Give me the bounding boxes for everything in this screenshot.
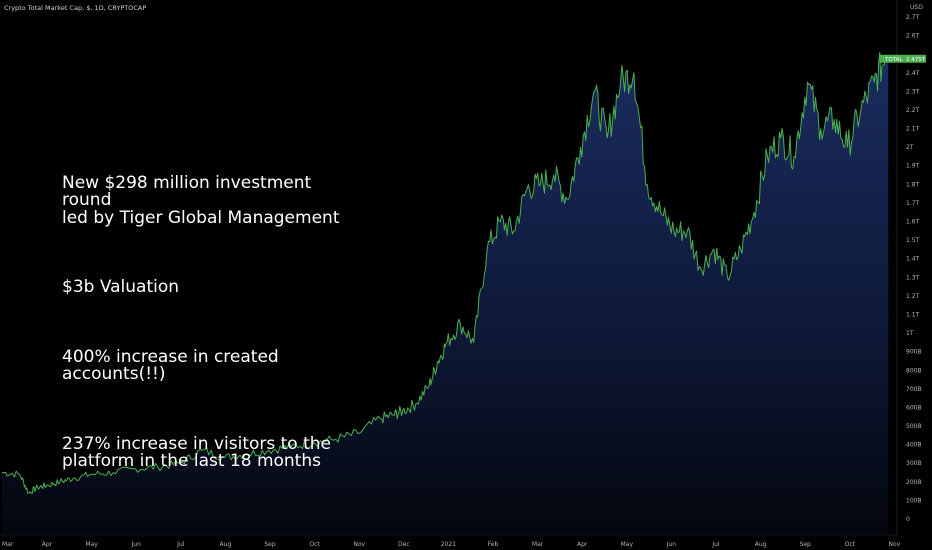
annotation-investment: New $298 million investment round led by… (62, 172, 340, 228)
y-tick-label: 100B (906, 497, 922, 504)
y-tick-label: 700B (906, 386, 922, 393)
chart-title: Crypto Total Market Cap, $, 1D, CRYPTOCA… (4, 4, 146, 12)
area-fill-layer (2, 52, 889, 536)
x-tick-label: Sep (264, 541, 276, 548)
x-tick-label: Nov (353, 541, 365, 548)
x-tick-label: Jun (666, 541, 677, 548)
y-tick-label: 900B (906, 349, 922, 356)
y-tick-label: 1T (906, 330, 914, 337)
series-line[interactable] (1, 51, 889, 495)
annotation-text-block: New $298 million investment round led by… (62, 157, 362, 488)
y-tick-label: 2.7T (906, 14, 920, 21)
y-axis-ticks[interactable]: 0 100B 200B 300B 400B 500B 600B 700B 800B 900B 1T 1… (906, 14, 922, 523)
y-tick-label: 1.9T (906, 163, 920, 170)
y-tick-label: 1.5T (906, 237, 920, 244)
y-tick-label: 1.7T (906, 200, 920, 207)
y-tick-label: 200B (906, 479, 922, 486)
last-price-badge-bg (880, 54, 926, 63)
y-tick-label: 1.3T (906, 274, 920, 281)
series-line-layer (1, 51, 889, 495)
x-tick-label: Apr (42, 541, 53, 548)
y-tick-label: 2T (906, 144, 914, 151)
x-tick-label: Jun (131, 541, 142, 548)
x-tick-label: Apr (577, 541, 588, 548)
y-tick-label: 400B (906, 442, 922, 449)
y-tick-label: 1.1T (906, 311, 920, 318)
y-tick-label: 2.1T (906, 126, 920, 133)
x-tick-label: Aug (755, 541, 767, 548)
currency-label: USD (910, 4, 923, 11)
y-tick-label: 1.6T (906, 219, 920, 226)
y-tick-label: 1.2T (906, 293, 920, 300)
x-tick-label: May (85, 541, 98, 548)
x-tick-label: Sep (800, 541, 812, 548)
x-tick-label: Aug (220, 541, 232, 548)
x-tick-label: Feb (488, 541, 499, 548)
x-tick-label: Mar (2, 541, 14, 548)
y-tick-label: 1.4T (906, 256, 920, 263)
y-tick-label: 1.8T (906, 181, 920, 188)
y-tick-label: 2.2T (906, 107, 920, 114)
x-tick-label: May (621, 541, 634, 548)
y-tick-label: 500B (906, 423, 922, 430)
y-tick-label: 2.6T (906, 33, 920, 40)
x-tick-label: Oct (309, 541, 320, 548)
y-tick-label: 2.3T (906, 88, 920, 95)
x-tick-label: 2021 (441, 541, 456, 548)
last-price-value: 2.475T (906, 57, 926, 63)
y-tick-label: 0 (906, 516, 910, 523)
x-tick-label: Jul (711, 541, 720, 548)
y-tick-label: 300B (906, 460, 922, 467)
y-tick-label: 800B (906, 367, 922, 374)
x-axis-ticks[interactable]: Mar Apr May Jun Jul Aug Sep Oct Nov Dec 2021 Feb Mar… (2, 541, 901, 548)
last-price-symbol: TOTAL (884, 57, 903, 63)
series-area (2, 52, 889, 536)
y-tick-label: 2.4T (906, 70, 920, 77)
last-price-badge: TOTAL 2.475T (880, 54, 926, 63)
x-tick-label: Nov (889, 541, 901, 548)
annotation-accounts: 400% increase in created accounts(!!) (62, 346, 279, 384)
x-tick-label: Mar (532, 541, 544, 548)
x-tick-label: Oct (845, 541, 856, 548)
annotation-valuation: $3b Valuation (62, 277, 180, 297)
x-tick-label: Jul (176, 541, 185, 548)
annotation-visitors: 237% increase in visitors to the platfor… (62, 433, 332, 471)
y-tick-label: 600B (906, 404, 922, 411)
x-tick-label: Dec (398, 541, 410, 548)
